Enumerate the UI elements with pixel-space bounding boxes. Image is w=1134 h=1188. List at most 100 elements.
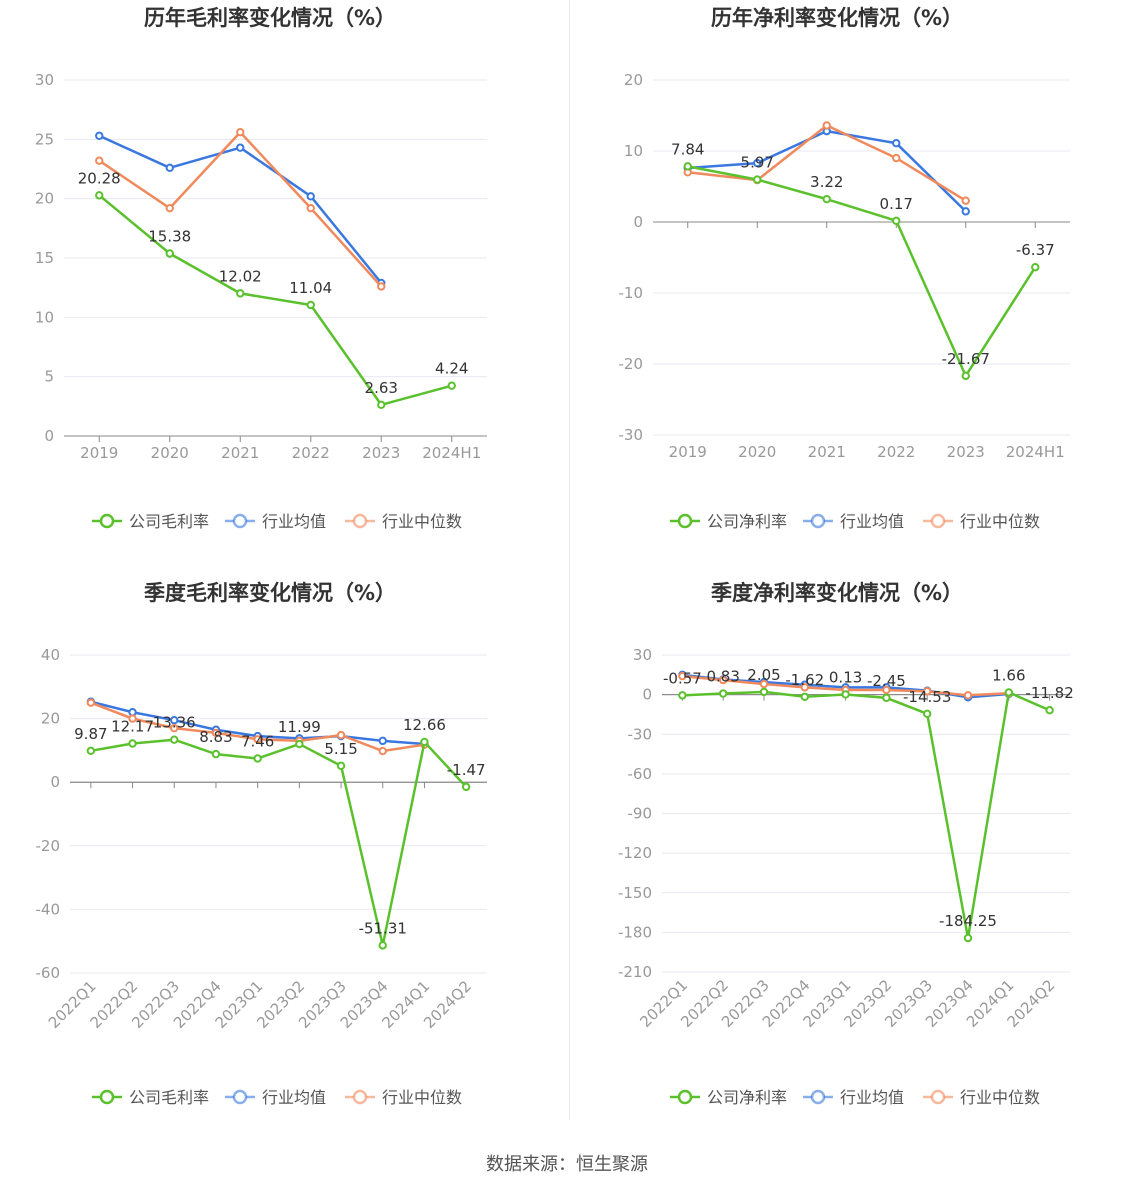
- data-point-median[interactable]: [892, 153, 901, 163]
- data-label: -184.25: [939, 912, 997, 930]
- data-label: -6.37: [1016, 241, 1055, 259]
- data-point-median[interactable]: [822, 121, 831, 130]
- data-point-company[interactable]: [759, 687, 769, 697]
- legend-label: 行业均值: [262, 1088, 326, 1107]
- data-point-company[interactable]: [377, 400, 386, 409]
- data-point-company[interactable]: [719, 689, 728, 698]
- data-point-company[interactable]: [211, 749, 221, 759]
- data-point-median[interactable]: [923, 687, 932, 696]
- data-point-company[interactable]: [420, 737, 429, 747]
- data-point-median[interactable]: [165, 203, 174, 213]
- legend-item-avg[interactable]: 行业均值: [225, 1088, 326, 1107]
- data-label: -14.53: [903, 688, 951, 706]
- data-point-company[interactable]: [678, 691, 687, 700]
- data-point-company[interactable]: [447, 381, 456, 390]
- data-point-median[interactable]: [86, 698, 96, 707]
- data-label: 0.83: [706, 668, 739, 686]
- data-point-median[interactable]: [719, 675, 728, 685]
- data-point-avg[interactable]: [236, 143, 245, 152]
- legend-item-median[interactable]: 行业中位数: [345, 1088, 462, 1107]
- data-label: 3.22: [810, 173, 843, 191]
- legend-item-company[interactable]: 公司净利率: [670, 1088, 787, 1107]
- legend-item-median[interactable]: 行业中位数: [923, 1088, 1040, 1107]
- data-point-company[interactable]: [295, 739, 304, 749]
- data-point-company[interactable]: [1045, 706, 1054, 715]
- legend-label: 行业均值: [262, 512, 326, 531]
- data-point-company[interactable]: [336, 761, 346, 771]
- annual-gross-margin-chart: 历年毛利率变化情况（%） 0 5 10 15 20 25 30 2019 2020 2021 2022…: [0, 0, 567, 575]
- data-point-avg[interactable]: [753, 158, 762, 168]
- legend-item-company[interactable]: 公司毛利率: [92, 512, 209, 531]
- y-tick-label: -150: [618, 884, 652, 902]
- data-point-company[interactable]: [923, 709, 932, 719]
- data-label: 12.66: [403, 716, 446, 734]
- x-tick-label: 2019: [80, 444, 118, 462]
- data-point-company[interactable]: [170, 735, 179, 744]
- data-point-avg[interactable]: [170, 715, 179, 725]
- legend-label: 行业中位数: [960, 512, 1040, 531]
- data-point-company[interactable]: [800, 692, 810, 701]
- data-point-median[interactable]: [882, 685, 891, 695]
- legend-item-company[interactable]: 公司毛利率: [92, 1088, 209, 1107]
- chart-svg: 历年毛利率变化情况（%） 0 5 10 15 20 25 30 2019 2020 2021 2022…: [35, 6, 487, 531]
- data-label: -11.82: [1025, 684, 1073, 702]
- data-label: 0.17: [880, 195, 913, 213]
- data-point-company[interactable]: [963, 933, 973, 943]
- data-point-company[interactable]: [165, 249, 174, 258]
- legend-marker-icon: [99, 513, 115, 529]
- data-point-company[interactable]: [683, 162, 692, 171]
- data-label: 12.02: [219, 267, 262, 285]
- data-point-company[interactable]: [1031, 263, 1040, 272]
- data-point-avg[interactable]: [165, 163, 174, 173]
- legend-marker-icon: [930, 1089, 946, 1105]
- data-point-median[interactable]: [236, 128, 245, 137]
- data-point-median[interactable]: [211, 728, 221, 738]
- data-point-company[interactable]: [841, 690, 850, 699]
- data-point-company[interactable]: [892, 216, 901, 225]
- data-point-median[interactable]: [336, 730, 346, 740]
- data-point-median[interactable]: [170, 723, 179, 733]
- data-point-median[interactable]: [306, 203, 315, 213]
- data-point-company[interactable]: [95, 191, 104, 200]
- data-point-avg[interactable]: [306, 192, 315, 201]
- data-point-median[interactable]: [800, 683, 810, 692]
- data-label: 2.63: [365, 379, 398, 397]
- legend-label: 行业均值: [840, 1088, 904, 1107]
- data-point-avg[interactable]: [961, 207, 970, 216]
- data-point-company[interactable]: [378, 941, 387, 950]
- legend-label: 公司毛利率: [129, 1088, 209, 1107]
- data-point-company[interactable]: [306, 300, 315, 310]
- data-point-median[interactable]: [377, 282, 386, 291]
- data-point-company[interactable]: [822, 194, 831, 204]
- legend-marker-icon: [930, 513, 946, 529]
- legend-item-avg[interactable]: 行业均值: [225, 512, 326, 531]
- data-point-median[interactable]: [678, 671, 687, 681]
- data-point-avg[interactable]: [95, 131, 104, 140]
- legend-item-median[interactable]: 行业中位数: [923, 512, 1040, 531]
- legend-label: 公司净利率: [707, 1088, 787, 1107]
- data-point-median[interactable]: [253, 735, 262, 744]
- data-point-avg[interactable]: [892, 138, 901, 148]
- data-point-company[interactable]: [882, 693, 891, 703]
- legend-item-company[interactable]: 公司净利率: [670, 512, 787, 531]
- legend-item-median[interactable]: 行业中位数: [345, 512, 462, 531]
- data-point-company[interactable]: [253, 754, 262, 763]
- data-point-company[interactable]: [753, 175, 762, 184]
- data-point-median[interactable]: [378, 746, 387, 756]
- data-point-company[interactable]: [128, 739, 137, 748]
- data-point-avg[interactable]: [378, 736, 387, 746]
- data-point-median[interactable]: [963, 691, 973, 700]
- data-point-company[interactable]: [86, 746, 96, 756]
- legend-item-avg[interactable]: 行业均值: [803, 1088, 904, 1107]
- x-tick-label: 2022: [877, 443, 915, 461]
- data-point-company[interactable]: [461, 782, 471, 792]
- data-point-company[interactable]: [1004, 688, 1013, 697]
- data-point-company[interactable]: [236, 289, 245, 298]
- data-point-median[interactable]: [95, 156, 104, 165]
- data-label: 7.84: [671, 140, 704, 158]
- legend-item-avg[interactable]: 行业均值: [803, 512, 904, 531]
- data-point-median[interactable]: [759, 679, 769, 689]
- data-point-company[interactable]: [961, 371, 970, 381]
- data-point-median[interactable]: [128, 714, 137, 723]
- data-point-median[interactable]: [961, 196, 970, 205]
